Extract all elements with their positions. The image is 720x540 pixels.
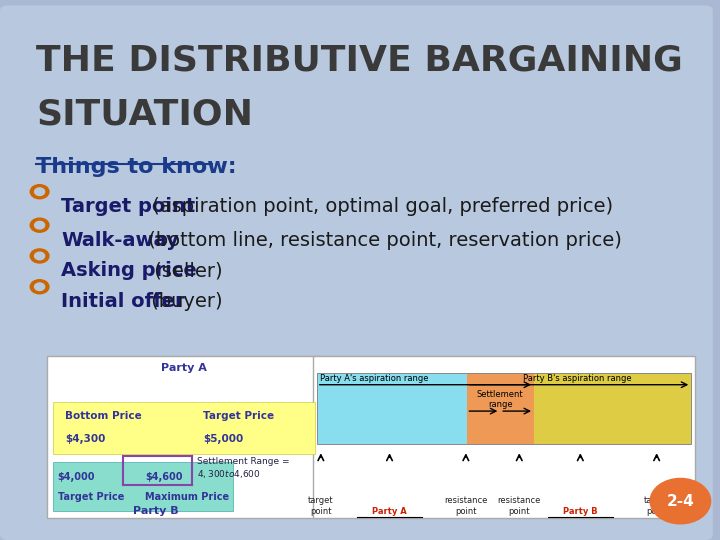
Text: Settlement Range =
$4,300 to $4,600: Settlement Range = $4,300 to $4,600	[197, 457, 289, 480]
Text: $4,600: $4,600	[145, 472, 183, 482]
Bar	[317, 373, 691, 444]
Text: Target Price: Target Price	[58, 492, 124, 502]
Text: $5,000: $5,000	[203, 434, 243, 444]
Bar	[53, 462, 233, 511]
Text: Things to know:: Things to know:	[36, 157, 237, 177]
FancyBboxPatch shape	[0, 5, 713, 540]
Circle shape	[30, 249, 49, 263]
Text: 2-4: 2-4	[667, 494, 694, 509]
Circle shape	[35, 283, 45, 291]
Text: target
point: target point	[644, 496, 670, 516]
Text: Party A: Party A	[372, 507, 407, 516]
Bar	[467, 373, 534, 444]
Text: (seller): (seller)	[148, 261, 222, 280]
Text: Target point: Target point	[61, 197, 195, 216]
Circle shape	[650, 478, 711, 524]
Text: Asking price: Asking price	[61, 261, 197, 280]
Circle shape	[35, 221, 45, 229]
Bar	[317, 373, 467, 444]
Text: SITUATION: SITUATION	[36, 97, 253, 131]
Text: (aspiration point, optimal goal, preferred price): (aspiration point, optimal goal, preferr…	[146, 197, 613, 216]
Text: Party B: Party B	[563, 507, 598, 516]
Bar	[53, 402, 315, 454]
Text: Party B's aspiration range: Party B's aspiration range	[523, 374, 631, 382]
Text: $4,300: $4,300	[65, 434, 105, 444]
Text: (bottom line, resistance point, reservation price): (bottom line, resistance point, reservat…	[142, 231, 621, 249]
Text: target
point: target point	[308, 496, 333, 516]
Text: Target Price: Target Price	[203, 411, 274, 421]
Text: Party B: Party B	[133, 506, 179, 516]
Circle shape	[35, 252, 45, 260]
Bar	[47, 356, 320, 518]
Bar	[313, 356, 695, 518]
Text: resistance
point: resistance point	[498, 496, 541, 516]
Bar	[534, 373, 691, 444]
Text: resistance
point: resistance point	[444, 496, 487, 516]
Text: Walk-away: Walk-away	[61, 231, 179, 249]
Circle shape	[30, 280, 49, 294]
Text: $4,000: $4,000	[58, 472, 95, 482]
Text: Bottom Price: Bottom Price	[65, 411, 142, 421]
Text: Settlement
range: Settlement range	[477, 390, 523, 409]
Text: THE DISTRIBUTIVE BARGAINING: THE DISTRIBUTIVE BARGAINING	[36, 43, 683, 77]
Text: Party A: Party A	[161, 363, 207, 373]
Text: Initial offer: Initial offer	[61, 292, 185, 311]
Circle shape	[30, 218, 49, 232]
Text: Maximum Price: Maximum Price	[145, 492, 230, 502]
Circle shape	[30, 185, 49, 199]
Text: Party A's aspiration range: Party A's aspiration range	[320, 374, 429, 382]
Circle shape	[35, 188, 45, 195]
Text: (buyer): (buyer)	[145, 292, 222, 311]
